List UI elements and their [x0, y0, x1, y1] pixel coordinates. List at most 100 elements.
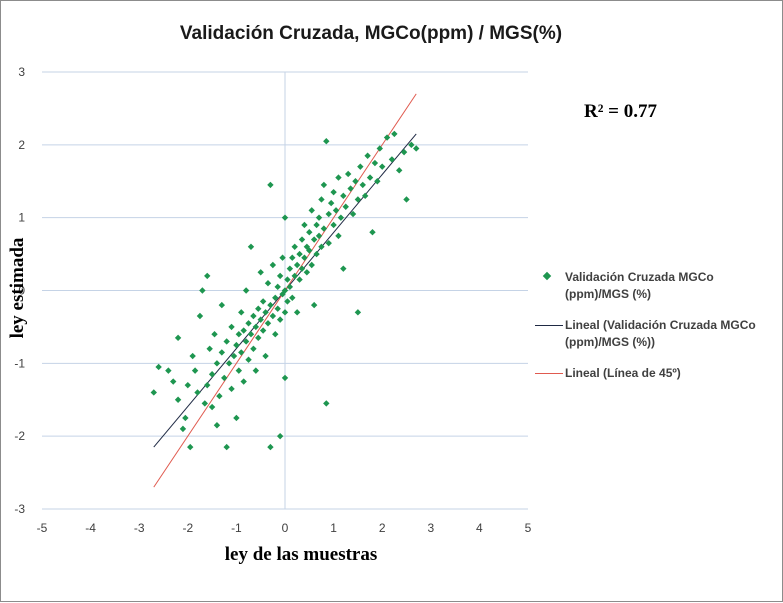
- data-point: [357, 163, 364, 170]
- data-point: [281, 309, 289, 316]
- data-point: [252, 367, 260, 374]
- data-point: [361, 192, 369, 200]
- data-point: [403, 196, 410, 203]
- data-point: [213, 360, 221, 367]
- data-point: [223, 338, 230, 345]
- data-points: [150, 130, 420, 451]
- data-point: [208, 403, 216, 411]
- y-axis-label: ley estimada: [7, 237, 28, 339]
- data-point: [191, 367, 199, 374]
- data-point: [230, 352, 238, 360]
- data-point: [318, 196, 325, 203]
- legend-item-regression-line: Lineal (Validación Cruzada MGCo (ppm)/MG…: [531, 317, 776, 351]
- x-tick-label: -1: [231, 521, 242, 535]
- data-point: [400, 148, 408, 156]
- data-point: [274, 283, 281, 291]
- data-point: [252, 323, 260, 331]
- data-point: [174, 334, 182, 342]
- data-point: [315, 232, 323, 240]
- data-point: [383, 134, 391, 141]
- data-point: [330, 221, 337, 229]
- x-tick-label: -4: [85, 521, 96, 535]
- data-point: [240, 327, 247, 334]
- legend-label: Lineal (Validación Cruzada MGCo (ppm)/MG…: [565, 318, 756, 349]
- data-point: [235, 331, 243, 338]
- data-point: [182, 414, 189, 422]
- data-point: [267, 181, 274, 189]
- data-point: [371, 159, 379, 167]
- data-point: [206, 345, 213, 352]
- line-swatch-icon: [531, 317, 565, 333]
- data-point: [264, 280, 272, 287]
- data-point: [208, 371, 216, 378]
- data-point: [366, 174, 374, 181]
- data-point: [194, 389, 201, 396]
- y-tick-label: -3: [14, 502, 25, 516]
- data-point: [310, 301, 318, 309]
- x-tick-label: 5: [525, 521, 532, 535]
- x-tick-label: 1: [330, 521, 337, 535]
- data-point: [216, 392, 223, 400]
- data-point: [323, 137, 330, 145]
- data-point: [276, 432, 284, 440]
- data-point: [332, 207, 340, 214]
- data-point: [196, 312, 204, 320]
- data-point: [291, 243, 298, 250]
- data-point: [340, 192, 347, 200]
- data-point: [376, 145, 383, 152]
- data-point: [155, 363, 162, 371]
- r-squared-annotation: R² = 0.77: [584, 101, 657, 122]
- data-point: [347, 185, 354, 192]
- data-point: [379, 163, 386, 170]
- data-point: [396, 167, 403, 174]
- data-point: [369, 229, 376, 236]
- y-tick-label: 1: [18, 211, 25, 225]
- data-point: [272, 294, 279, 301]
- data-point: [267, 443, 274, 451]
- data-point: [257, 316, 264, 323]
- data-point: [352, 178, 359, 185]
- data-point: [250, 345, 257, 352]
- diamond-marker-icon: [531, 269, 565, 285]
- data-point: [247, 243, 255, 250]
- data-point: [269, 261, 277, 269]
- data-point: [320, 181, 328, 189]
- data-point: [342, 203, 349, 210]
- data-point: [354, 196, 362, 203]
- data-point: [174, 396, 182, 403]
- y-tick-label: 0: [18, 284, 25, 298]
- data-point: [303, 269, 311, 276]
- data-point: [286, 265, 294, 272]
- data-point: [218, 301, 226, 309]
- data-point: [199, 287, 206, 294]
- data-point: [262, 352, 269, 360]
- data-point: [315, 214, 323, 221]
- data-point: [408, 141, 415, 149]
- data-point: [391, 130, 398, 138]
- data-point: [233, 414, 240, 422]
- data-point: [306, 247, 313, 254]
- data-point: [337, 214, 345, 221]
- data-point: [296, 250, 303, 258]
- data-point: [170, 378, 177, 385]
- x-tick-label: -2: [182, 521, 193, 535]
- legend: Validación Cruzada MGCo (ppm)/MGS (%) Li…: [531, 269, 776, 396]
- data-point: [255, 305, 262, 312]
- data-point: [223, 443, 230, 451]
- data-point: [245, 320, 252, 327]
- data-point: [296, 276, 303, 283]
- data-point: [247, 331, 255, 338]
- data-point: [274, 305, 281, 312]
- x-tick-label: 3: [427, 521, 434, 535]
- x-axis-label: ley de las muestras: [224, 544, 378, 565]
- legend-label: Validación Cruzada MGCo (ppm)/MGS (%): [565, 270, 714, 301]
- data-point: [204, 381, 211, 389]
- data-point: [184, 381, 191, 389]
- data-point: [306, 229, 313, 236]
- x-tick-label: 0: [282, 521, 289, 535]
- data-point: [413, 145, 420, 152]
- data-point: [189, 352, 196, 360]
- data-point: [269, 312, 277, 320]
- data-point: [204, 272, 211, 280]
